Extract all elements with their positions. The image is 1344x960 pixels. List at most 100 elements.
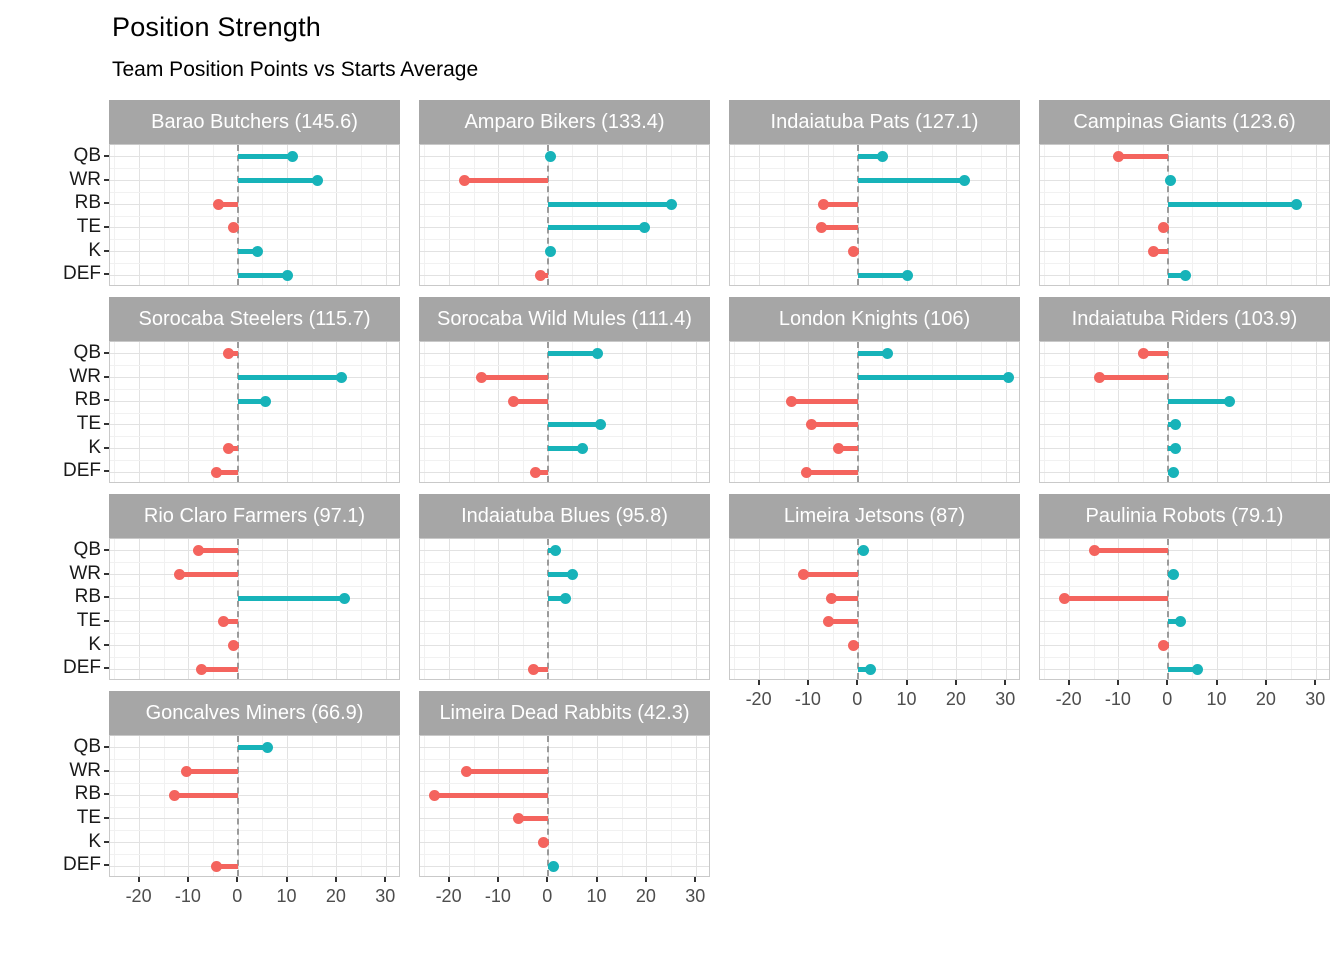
gridline-minor-h (730, 388, 1019, 390)
gridline-major-h (420, 274, 709, 276)
gridline-major-v (1069, 342, 1071, 482)
gridline-major-v (956, 145, 958, 285)
lollipop-segment (198, 548, 239, 554)
facet-strip: Amparo Bikers (133.4) (419, 100, 710, 144)
gridline-minor-v (981, 145, 983, 285)
x-tick-mark (334, 877, 337, 882)
lollipop-segment (858, 666, 871, 672)
lollipop-point (815, 222, 827, 234)
gridline-major-h (420, 818, 709, 820)
gridline-minor-h (110, 656, 399, 658)
x-axis-label: 30 (375, 886, 396, 906)
lollipop-segment (1143, 351, 1169, 357)
gridline-major-h (730, 400, 1019, 402)
y-tick-mark (104, 643, 109, 646)
gridline-minor-v (981, 539, 983, 679)
lollipop-point (1138, 348, 1150, 360)
lollipop-segment (791, 398, 859, 404)
gridline-minor-v (523, 145, 525, 285)
lollipop-point (1170, 443, 1182, 454)
x-tick-mark (236, 877, 239, 882)
lollipop-segment (238, 745, 268, 751)
gridline-major-v (1266, 342, 1268, 482)
facet-strip: Goncalves Miners (66.9) (109, 691, 400, 735)
gridline-major-h (730, 448, 1019, 449)
lollipop-point (547, 860, 559, 872)
gridline-minor-v (671, 539, 673, 679)
gridline-major-v (385, 145, 387, 285)
lollipop-point (537, 837, 549, 848)
lollipop-segment (838, 446, 859, 451)
lollipop-point (902, 269, 914, 281)
gridline-major-v (808, 539, 810, 679)
gridline-major-v (385, 342, 387, 482)
zero-reference-line (857, 539, 860, 679)
gridline-major-h (1040, 353, 1329, 355)
gridline-major-h (110, 818, 399, 820)
gridline-major-h (110, 794, 399, 796)
x-tick-mark (1067, 680, 1070, 685)
lollipop-point (222, 443, 234, 454)
facet-strip: Indaiatuba Pats (127.1) (729, 100, 1020, 144)
x-tick-mark (1166, 680, 1169, 685)
y-axis-label-te: TE (76, 806, 101, 828)
y-tick-mark (104, 745, 109, 748)
gridline-major-v (385, 736, 387, 876)
lollipop-point (1088, 545, 1100, 557)
gridline-minor-v (734, 145, 736, 285)
facet-panel (109, 735, 400, 877)
lollipop-point (847, 246, 859, 257)
gridline-major-h (420, 550, 709, 552)
gridline-major-v (188, 342, 190, 482)
gridline-major-h (420, 842, 709, 843)
gridline-major-v (336, 342, 338, 482)
lollipop-point (338, 592, 350, 604)
gridline-minor-v (931, 539, 933, 679)
gridline-minor-h (730, 412, 1019, 414)
gridline-major-h (1040, 424, 1329, 426)
lollipop-segment (238, 272, 288, 278)
facet-strip-label: Rio Claro Farmers (97.1) (143, 504, 366, 527)
lollipop-point (958, 175, 970, 186)
lollipop-point (193, 545, 205, 557)
y-axis-label-qb: QB (73, 341, 101, 363)
gridline-major-h (110, 842, 399, 843)
gridline-minor-v (1241, 539, 1243, 679)
lollipop-point (1180, 269, 1191, 281)
y-axis-label-k: K (88, 830, 101, 852)
gridline-major-v (1217, 342, 1219, 482)
facet-panel (419, 538, 710, 680)
x-tick-mark (856, 680, 859, 685)
zero-reference-line (547, 539, 550, 679)
gridline-minor-h (110, 239, 399, 241)
gridline-minor-v (734, 539, 736, 679)
gridline-major-v (907, 145, 909, 285)
gridline-minor-v (882, 145, 884, 285)
gridline-minor-v (621, 736, 623, 876)
gridline-minor-h (420, 239, 709, 241)
gridline-major-v (336, 539, 338, 679)
lollipop-segment (238, 595, 345, 601)
lollipop-segment (216, 469, 239, 475)
y-axis-label-wr: WR (69, 562, 101, 584)
zero-reference-line (1167, 145, 1170, 285)
facet-strip: Indaiatuba Riders (103.9) (1039, 297, 1330, 341)
gridline-major-h (420, 251, 709, 252)
gridline-minor-h (420, 830, 709, 832)
gridline-major-h (420, 771, 709, 772)
gridline-minor-v (1192, 342, 1194, 482)
gridline-major-h (730, 621, 1019, 623)
facet-panel (419, 341, 710, 483)
y-axis-label-k: K (88, 436, 101, 458)
facet-strip-label: Limeira Jetsons (87) (783, 504, 966, 527)
gridline-minor-v (1291, 539, 1293, 679)
facet-strip-label: Indaiatuba Riders (103.9) (1071, 307, 1298, 330)
gridline-major-v (597, 736, 599, 876)
lollipop-point (535, 269, 547, 281)
lollipop-point (567, 569, 579, 580)
gridline-major-v (907, 342, 909, 482)
x-axis-label: 30 (1305, 689, 1326, 709)
gridline-minor-v (1093, 145, 1095, 285)
gridline-minor-v (424, 736, 426, 876)
facet-strip-label: Limeira Dead Rabbits (42.3) (439, 701, 690, 724)
